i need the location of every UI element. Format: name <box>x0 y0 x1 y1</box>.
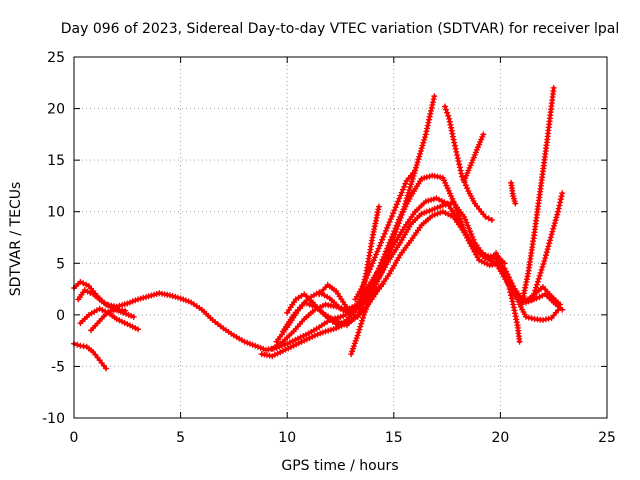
y-tick-label: -10 <box>42 411 65 427</box>
series-track <box>316 203 382 318</box>
x-tick-label: 15 <box>385 430 403 446</box>
x-tick-label: 0 <box>70 430 79 446</box>
series-markers <box>88 306 129 334</box>
x-axis-label: GPS time / hours <box>281 458 398 474</box>
series-markers <box>352 167 419 303</box>
series-track <box>493 250 523 345</box>
series-markers <box>442 103 495 223</box>
series-track <box>461 131 487 184</box>
series-markers <box>348 93 438 358</box>
series-track <box>352 167 419 303</box>
grid <box>74 57 607 418</box>
series-markers <box>508 179 519 207</box>
y-tick-label: 15 <box>47 153 65 169</box>
x-tick-label: 25 <box>598 430 616 446</box>
series-markers <box>461 131 487 184</box>
series-markers <box>493 250 523 345</box>
series-track <box>529 190 566 303</box>
x-tick-label: 5 <box>176 430 185 446</box>
chart-title: Day 096 of 2023, Sidereal Day-to-day VTE… <box>61 21 619 37</box>
series-markers <box>518 84 557 308</box>
y-tick-label: 10 <box>47 205 65 221</box>
series-track <box>442 103 495 223</box>
x-tick-label: 20 <box>491 430 509 446</box>
data-layer <box>71 84 566 372</box>
plot-frame <box>73 56 608 419</box>
y-tick-label: -5 <box>51 359 65 375</box>
y-tick-label: 5 <box>56 256 65 272</box>
series-track <box>518 84 557 308</box>
series-track <box>348 93 438 358</box>
series-track <box>88 306 129 334</box>
y-axis-label: SDTVAR / TECUs <box>8 182 24 297</box>
y-tick-label: 0 <box>56 308 65 324</box>
y-tick-label: 25 <box>47 50 65 66</box>
series-markers <box>529 190 566 303</box>
x-tick-label: 10 <box>278 430 296 446</box>
series-track <box>508 179 519 207</box>
axes: 0 5 10 15 20 25 -10 -5 0 5 10 15 20 25 <box>42 50 616 446</box>
y-tick-label: 20 <box>47 102 65 118</box>
